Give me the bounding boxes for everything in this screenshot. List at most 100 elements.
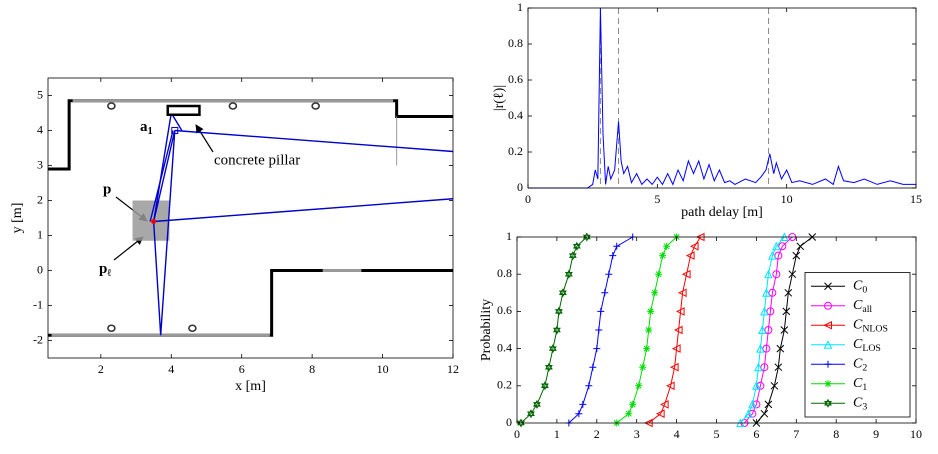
y-tick-label: 1: [517, 0, 523, 14]
arrow: [195, 124, 214, 153]
x-tick-label: 4: [674, 427, 680, 441]
series-line: [648, 236, 701, 424]
lamp: [188, 324, 197, 333]
lamp: [228, 102, 238, 110]
marker: [780, 326, 789, 334]
marker: [656, 409, 665, 419]
legend-label: C2: [853, 356, 867, 373]
marker: [613, 242, 621, 250]
marker: [593, 345, 601, 353]
series-line: [528, 7, 916, 189]
marker: [575, 410, 583, 418]
marker: [659, 252, 667, 260]
marker: [639, 363, 647, 371]
y-tick-label: 0.8: [497, 266, 512, 280]
y-tick-label: 0.2: [497, 378, 512, 392]
legend-marker: [824, 380, 832, 388]
marker: [760, 363, 769, 372]
legend-marker: [824, 360, 832, 368]
marker: [758, 325, 767, 334]
marker: [651, 289, 659, 297]
annotation: concrete pillar: [214, 152, 300, 168]
x-tick-label: 2: [98, 362, 104, 376]
lamp: [311, 102, 320, 110]
marker: [774, 363, 783, 372]
y-tick-label: 0.4: [497, 340, 512, 354]
marker: [527, 409, 535, 419]
marker: [772, 241, 781, 251]
y-tick-label: 0.2: [508, 144, 523, 158]
y-tick-label: 5: [37, 87, 43, 101]
y-tick-label: 0: [37, 262, 43, 276]
marker: [768, 288, 777, 297]
marker: [597, 307, 605, 315]
marker: [770, 381, 779, 390]
marker: [752, 400, 761, 409]
y-tick-label: 0.8: [508, 36, 523, 50]
marker: [548, 344, 557, 354]
y-tick-label: 1: [37, 227, 43, 241]
legend-label: CLOS: [853, 337, 881, 354]
marker: [792, 251, 801, 260]
marker: [764, 326, 773, 334]
marker: [762, 344, 771, 353]
y-tick-label: 4: [37, 122, 43, 136]
marker: [645, 326, 653, 334]
series-line: [744, 236, 793, 424]
marker: [655, 270, 663, 278]
marker: [625, 410, 633, 418]
x-tick-label: 0: [525, 192, 531, 206]
legend-marker: [824, 398, 832, 408]
marker: [545, 362, 553, 372]
marker: [776, 344, 785, 353]
y-tick-label: 3: [37, 157, 43, 171]
marker: [685, 251, 695, 260]
marker: [552, 325, 561, 335]
lamp: [107, 102, 116, 110]
x-tick-label: 6: [753, 427, 759, 441]
marker: [568, 251, 577, 261]
y-tick-label: -1: [33, 297, 43, 311]
marker: [601, 289, 609, 297]
marker: [572, 241, 581, 251]
marker: [669, 362, 679, 372]
ray: [152, 130, 176, 222]
series-line: [520, 236, 588, 424]
marker: [768, 250, 777, 260]
marker: [772, 270, 781, 279]
x-tick-label: 9: [873, 427, 879, 441]
marker: [533, 399, 541, 409]
marker: [673, 325, 683, 335]
x-axis-label: path delay [m]: [681, 205, 763, 220]
marker: [660, 400, 669, 409]
arrow: [113, 236, 144, 261]
annotation: p: [103, 181, 111, 197]
y-tick-label: 2: [37, 192, 43, 206]
marker: [647, 307, 655, 315]
y-tick-label: -2: [33, 332, 43, 346]
marker: [629, 400, 637, 408]
x-tick-label: 5: [654, 192, 660, 206]
y-axis-label: Probability: [479, 299, 494, 361]
x-axis-label: x [m]: [235, 379, 266, 394]
marker: [784, 288, 793, 297]
legend-marker: [823, 320, 832, 330]
marker: [663, 242, 671, 250]
x-tick-label: 10: [377, 362, 389, 376]
marker: [760, 306, 769, 316]
ray: [153, 198, 454, 223]
legend-marker: [824, 301, 833, 310]
marker: [760, 409, 769, 418]
marker: [778, 242, 787, 251]
series-line: [740, 236, 785, 424]
legend-label: C3: [853, 395, 867, 412]
x-tick-label: 6: [239, 362, 245, 376]
y-tick-label: 0: [517, 180, 523, 194]
y-tick-label: 0: [506, 415, 512, 429]
marker: [764, 269, 773, 279]
x-tick-label: 3: [634, 427, 640, 441]
marker: [774, 251, 783, 260]
marker: [744, 409, 753, 418]
marker: [748, 399, 757, 409]
